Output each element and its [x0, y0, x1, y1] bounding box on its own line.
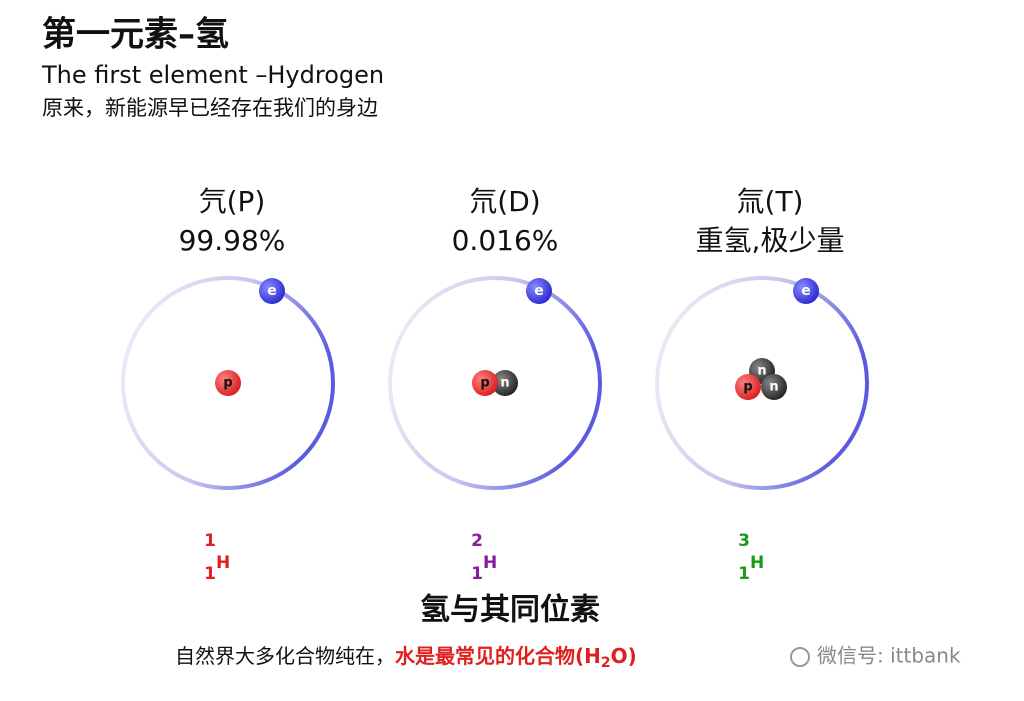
watermark: 微信号: ittbank	[817, 644, 961, 668]
subtitle: The first element –Hydrogen	[41, 61, 384, 89]
footer-title: 氢与其同位素	[420, 593, 600, 628]
proton	[472, 370, 498, 396]
caption: 自然界大多化合物纯在，水是最常见的化合物(H2O)	[175, 644, 637, 672]
particle-label: p	[743, 380, 752, 395]
atomic-number: 1	[738, 564, 750, 584]
title: 第一元素–氢	[42, 15, 229, 55]
proton	[735, 374, 761, 400]
caption-highlight-end: O)	[611, 644, 637, 668]
isotope-abundance: 重氢,极少量	[696, 224, 845, 257]
electron-label: e	[801, 283, 811, 299]
orbit	[121, 276, 335, 490]
caption-text: 自然界大多化合物纯在，	[175, 644, 395, 668]
orbit	[388, 276, 602, 490]
electron	[526, 278, 552, 304]
electron-label: e	[267, 283, 277, 299]
element-symbol: H	[750, 553, 764, 573]
element-symbol: H	[216, 553, 230, 573]
mass-number: 3	[738, 531, 750, 551]
proton	[215, 370, 241, 396]
isotope-abundance: 99.98%	[179, 224, 286, 257]
watermark-icon	[790, 647, 810, 667]
electron-label: e	[534, 283, 544, 299]
element-symbol: H	[483, 553, 497, 573]
atomic-number: 1	[204, 564, 216, 584]
caption-highlight: 水是最常见的化合物(H	[395, 644, 601, 668]
particle-label: n	[757, 364, 766, 379]
neutron	[492, 370, 518, 396]
orbit	[655, 276, 869, 490]
atomic-number: 1	[471, 564, 483, 584]
caption-subscript: 2	[601, 655, 611, 671]
particle-label: n	[500, 376, 509, 391]
watermark-bg	[780, 640, 995, 674]
mass-number: 2	[471, 531, 483, 551]
mass-number: 1	[204, 531, 216, 551]
electron	[259, 278, 285, 304]
neutron	[761, 374, 787, 400]
isotope-name: 氕(P)	[199, 185, 266, 218]
electron	[793, 278, 819, 304]
particle-label: n	[769, 380, 778, 395]
isotope-name: 氚(T)	[737, 185, 804, 218]
particle-label: p	[480, 376, 489, 391]
isotope-name: 氘(D)	[469, 185, 540, 218]
isotope-abundance: 0.016%	[452, 224, 559, 257]
particle-label: p	[223, 376, 232, 391]
description: 原来，新能源早已经存在我们的身边	[42, 96, 378, 120]
